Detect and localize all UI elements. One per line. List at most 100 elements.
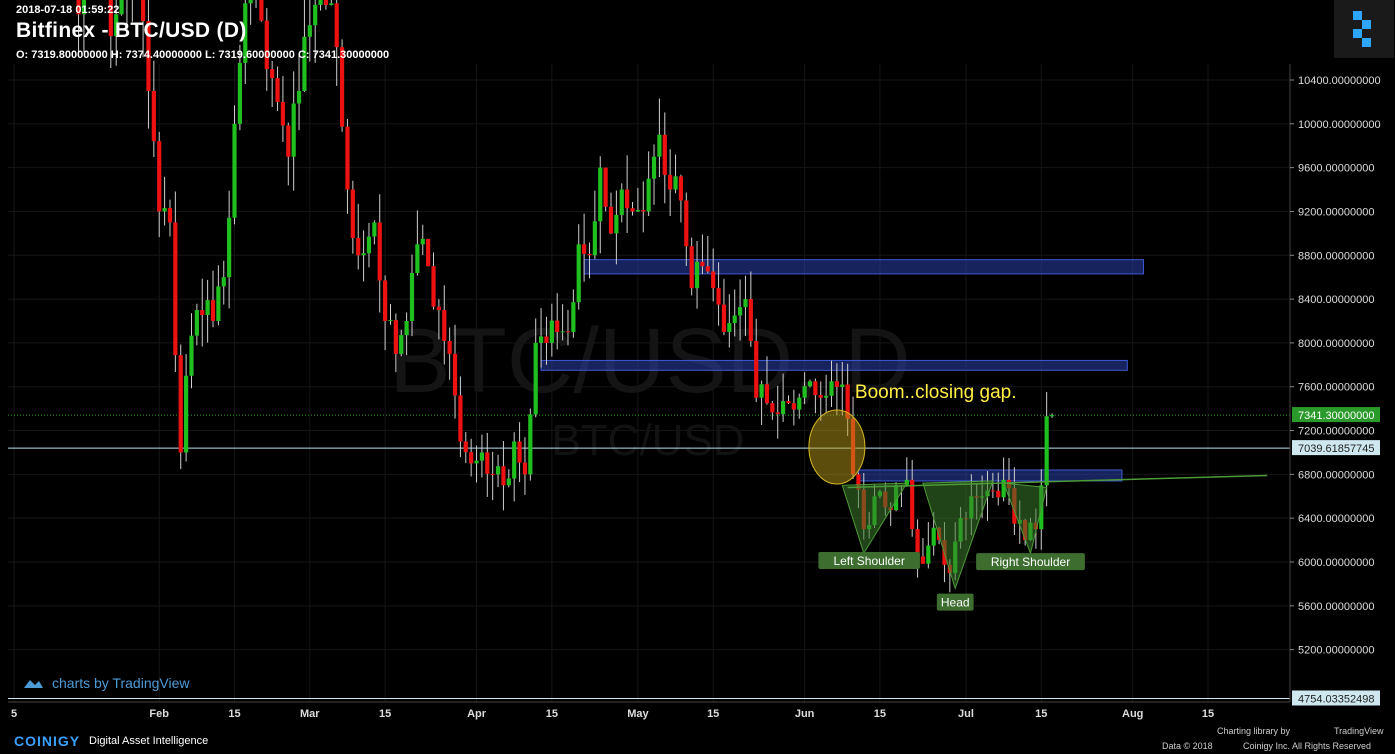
supply-demand-zones[interactable] bbox=[540, 259, 1144, 482]
candle-body bbox=[313, 4, 318, 26]
candle-down bbox=[452, 324, 458, 419]
candle-down bbox=[151, 60, 156, 158]
candle-down bbox=[485, 432, 490, 497]
candle-up bbox=[216, 265, 221, 326]
candle-up bbox=[571, 289, 576, 338]
price-tick-label: 10400.00000000 bbox=[1298, 75, 1381, 87]
candle-down bbox=[990, 472, 995, 499]
candle-body bbox=[565, 331, 571, 333]
price-tick-label: 6000.00000000 bbox=[1298, 557, 1374, 569]
candle-down bbox=[625, 155, 630, 233]
price-tick-label: 5600.00000000 bbox=[1298, 601, 1374, 613]
price-axis[interactable]: 10400.00000000 10000.00000000 9600.0000000… bbox=[1289, 64, 1381, 702]
candle-body bbox=[140, 0, 146, 22]
gap-ellipse bbox=[808, 409, 866, 485]
candle-up bbox=[829, 360, 834, 407]
candle-body bbox=[447, 340, 452, 354]
candle-up bbox=[673, 154, 678, 194]
time-tick-label: Feb bbox=[149, 708, 169, 720]
time-tick-label: 5 bbox=[11, 708, 17, 720]
candle-down bbox=[501, 441, 506, 511]
candle-body bbox=[361, 253, 366, 256]
coinigy-logo-icon bbox=[1353, 11, 1371, 47]
tradingview-attribution[interactable]: charts by TradingView bbox=[22, 675, 189, 691]
candle-body bbox=[630, 208, 635, 212]
candle-down bbox=[458, 376, 463, 458]
time-tick-label: May bbox=[627, 708, 649, 720]
time-tick-label: 15 bbox=[1202, 708, 1214, 720]
candle-body bbox=[1001, 479, 1006, 498]
candle-body bbox=[200, 310, 205, 316]
candle-up bbox=[237, 44, 242, 131]
candle-up bbox=[243, 0, 248, 85]
candle-up bbox=[329, 0, 334, 6]
candle-body bbox=[764, 384, 770, 404]
candle-body bbox=[372, 222, 377, 237]
head-label: Head bbox=[936, 593, 974, 611]
candle-body bbox=[791, 403, 796, 410]
candle-down bbox=[178, 344, 183, 470]
candle-down bbox=[255, 0, 257, 8]
candle-body bbox=[162, 207, 167, 212]
price-tick-label: 8400.00000000 bbox=[1298, 294, 1374, 306]
candle-up bbox=[737, 279, 743, 341]
candle-body bbox=[146, 21, 151, 91]
candle-down bbox=[280, 76, 286, 142]
candle-up bbox=[657, 98, 662, 178]
candle-up bbox=[619, 183, 624, 223]
candle-down bbox=[463, 432, 468, 464]
candle-body bbox=[598, 167, 603, 222]
time-tick-label: 15 bbox=[228, 708, 240, 720]
candle-body bbox=[700, 261, 705, 267]
candle-body bbox=[479, 452, 485, 461]
head-and-shoulders-pattern[interactable]: Boom..closing gap. Left Shoulder Head Right… bbox=[808, 382, 1268, 611]
candle-down bbox=[270, 60, 275, 108]
candle-body bbox=[232, 123, 237, 218]
footer-tradingview[interactable]: TradingView bbox=[1334, 726, 1384, 736]
candle-body bbox=[291, 103, 296, 157]
candle-up bbox=[194, 303, 199, 346]
candle-up bbox=[189, 313, 194, 389]
candle-up bbox=[296, 55, 302, 131]
price-axis-labels: 7341.30000000 7039.61857745 4754.03352498 bbox=[1292, 407, 1380, 706]
candle-body bbox=[678, 176, 684, 201]
candle-down bbox=[522, 437, 528, 495]
candle-down bbox=[442, 285, 447, 365]
candle-body bbox=[490, 473, 495, 475]
candle-body bbox=[345, 126, 350, 190]
time-tick-label: Mar bbox=[300, 708, 320, 720]
candle-down bbox=[350, 180, 355, 254]
candle-down bbox=[565, 310, 571, 346]
candle-up bbox=[512, 432, 517, 502]
candle-up bbox=[802, 372, 807, 405]
candle-body bbox=[259, 0, 264, 21]
candle-up bbox=[366, 222, 372, 268]
candle-body bbox=[931, 527, 936, 546]
candle-up bbox=[646, 151, 651, 216]
candle-down bbox=[377, 194, 382, 313]
candle-body bbox=[641, 210, 646, 212]
candle-down bbox=[264, 8, 269, 91]
candle-body bbox=[420, 238, 425, 245]
candlesticks bbox=[76, 0, 1055, 593]
candle-up bbox=[598, 156, 603, 254]
candle-body bbox=[797, 397, 802, 410]
candle-up bbox=[797, 393, 802, 419]
candle-down bbox=[517, 422, 522, 483]
candle-body bbox=[646, 178, 651, 212]
left-shoulder-label: Left Shoulder bbox=[818, 552, 920, 569]
time-tick-label: 15 bbox=[707, 708, 719, 720]
candle-body bbox=[533, 342, 538, 415]
candle-up bbox=[248, 0, 253, 25]
coinigy-logo-button[interactable] bbox=[1334, 0, 1394, 58]
time-tick-label: Jun bbox=[795, 708, 815, 720]
tradingview-attribution-text: charts by TradingView bbox=[52, 675, 190, 691]
symbol-watermark-small: BTC/USD bbox=[551, 416, 744, 465]
time-axis[interactable]: 5 Feb 15 Mar 15 Apr 15 May 15 Jun 15 Jul 15 Aug 15 bbox=[8, 701, 1290, 720]
footer-charting-library: Charting library by bbox=[1217, 726, 1291, 736]
ohlc-readout: O: 7319.80000000 H: 7374.40000000 L: 731… bbox=[16, 49, 390, 61]
price-tick-label: 5200.00000000 bbox=[1298, 645, 1374, 657]
candle-body bbox=[329, 3, 334, 6]
candle-up bbox=[926, 522, 931, 569]
